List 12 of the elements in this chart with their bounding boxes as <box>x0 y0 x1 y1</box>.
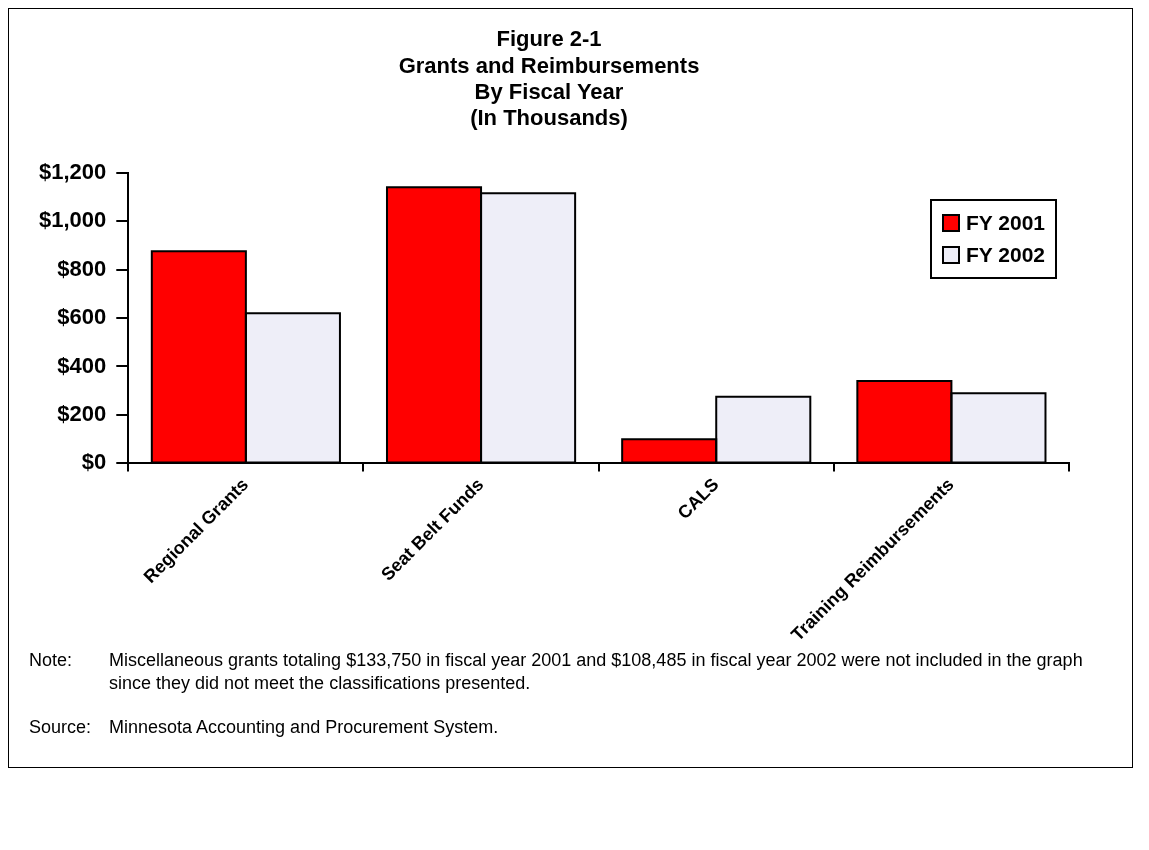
y-tick-label: $800 <box>57 255 107 281</box>
y-tick-label: $400 <box>57 352 107 378</box>
y-tick-label: $1,000 <box>38 207 107 233</box>
y-tick-label: $1,200 <box>38 158 107 184</box>
legend-label: FY 2002 <box>965 242 1045 268</box>
chart-title: Figure 2-1 Grants and Reimbursements By Fiscal Year (In Thousands) <box>398 26 700 131</box>
y-tick-label: $0 <box>81 449 107 475</box>
source-note: Source: Minnesota Accounting and Procurement System. <box>29 715 499 739</box>
y-tick-label: $600 <box>57 304 107 330</box>
y-tick-label: $200 <box>57 401 107 427</box>
legend-label: FY 2001 <box>965 210 1045 236</box>
text: Note: Miscellaneous grants totaling $133,750 in fiscal year 2001 and $108,485 in fiscal year 2002 were not included in the graph since they did not meet the classifications presented. <box>29 650 1083 694</box>
